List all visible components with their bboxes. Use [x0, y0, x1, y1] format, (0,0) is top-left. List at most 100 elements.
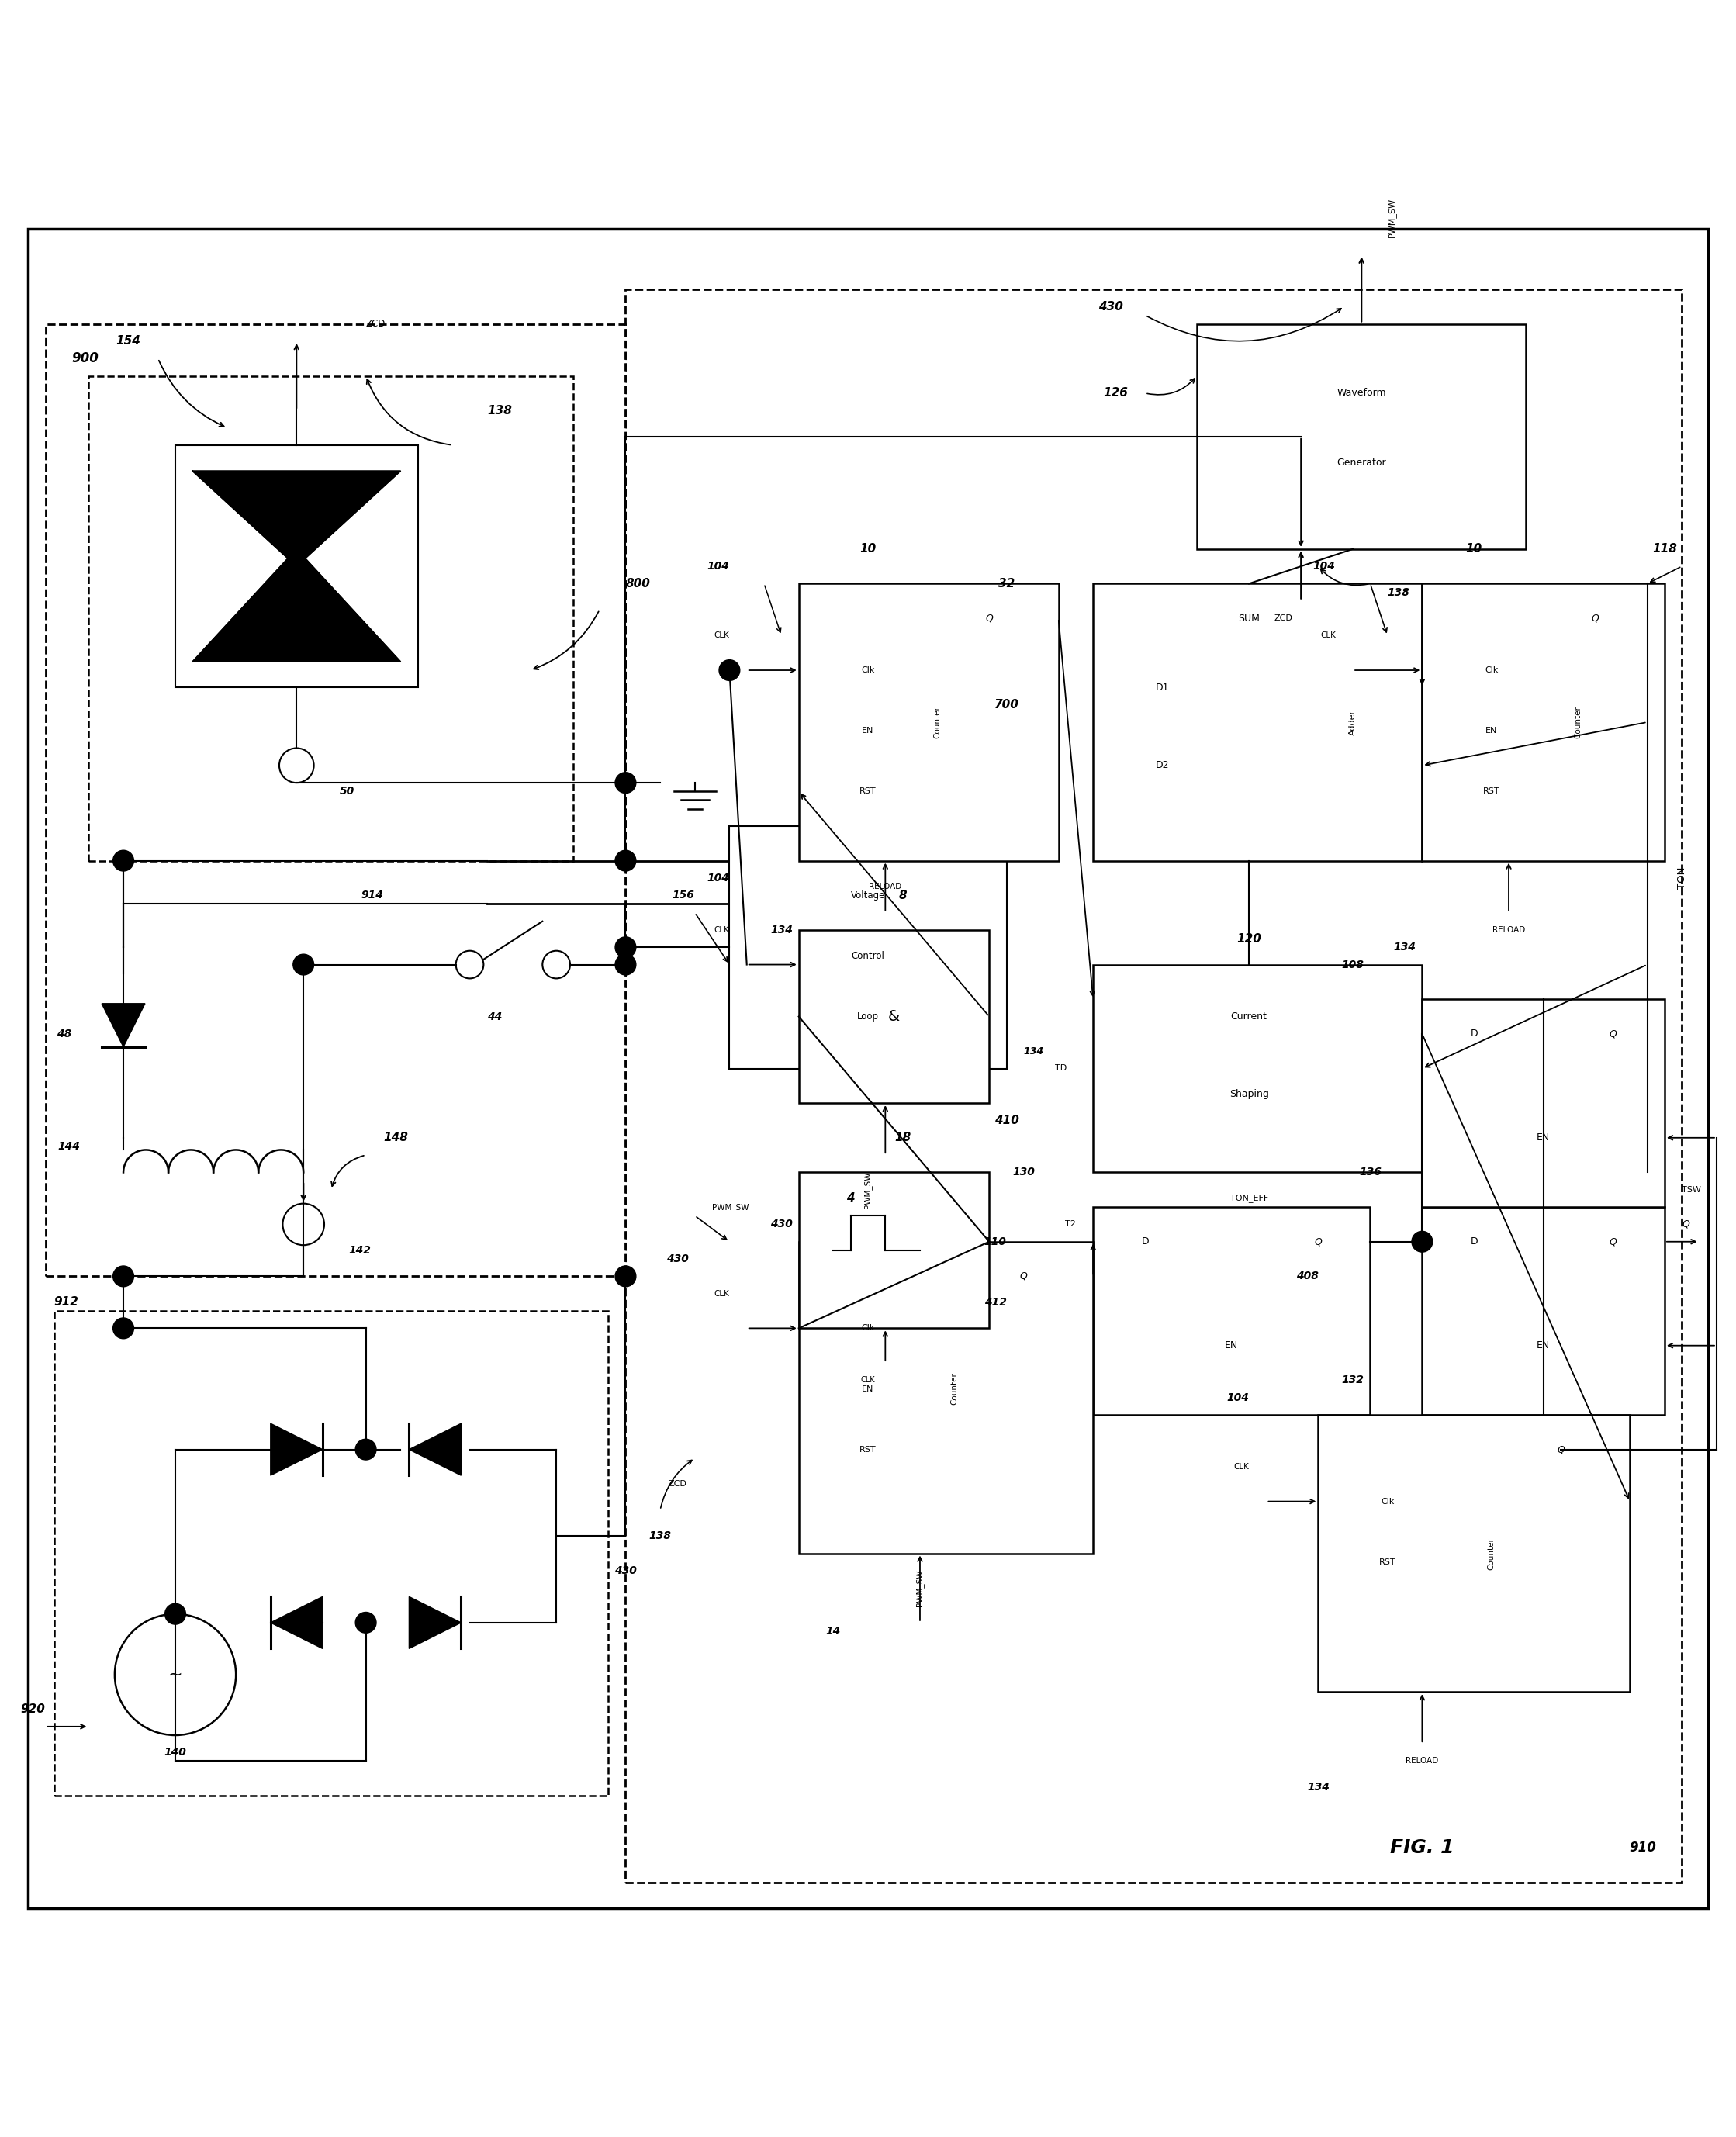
Text: CLK: CLK [713, 633, 729, 639]
Text: 104: 104 [1227, 1391, 1248, 1404]
Text: 700: 700 [995, 699, 1019, 712]
Circle shape [615, 851, 635, 872]
Text: Q: Q [1314, 1237, 1323, 1246]
Text: 48: 48 [57, 1028, 71, 1039]
Text: 18: 18 [894, 1133, 911, 1143]
Bar [1422, 1207, 1665, 1415]
Circle shape [615, 955, 635, 974]
Text: 408: 408 [1295, 1272, 1318, 1282]
Text: CLK: CLK [861, 1376, 875, 1385]
Text: 138: 138 [1387, 588, 1410, 598]
Text: 130: 130 [1012, 1167, 1035, 1177]
Polygon shape [271, 1596, 323, 1648]
Text: 8: 8 [899, 889, 906, 902]
Text: Clk: Clk [861, 1325, 875, 1331]
Text: Q: Q [1557, 1445, 1564, 1455]
Text: RST: RST [859, 789, 877, 795]
Text: T2: T2 [1066, 1220, 1076, 1229]
Text: 154: 154 [116, 336, 141, 346]
Text: ~: ~ [168, 1667, 182, 1682]
Text: Current: Current [1231, 1011, 1267, 1021]
Text: SUM: SUM [1238, 613, 1260, 624]
Text: Waveform: Waveform [1337, 389, 1387, 397]
Circle shape [615, 1265, 635, 1286]
Text: &: & [889, 1009, 899, 1024]
Circle shape [113, 851, 134, 872]
Text: 140: 140 [165, 1748, 186, 1759]
Bar [1422, 1000, 1665, 1207]
Text: 108: 108 [1342, 960, 1364, 970]
Text: 14: 14 [826, 1626, 840, 1637]
Text: 156: 156 [672, 889, 694, 902]
Text: 800: 800 [625, 577, 651, 590]
Text: CLK: CLK [713, 1291, 729, 1297]
Text: 134: 134 [771, 925, 793, 936]
Text: Q: Q [1021, 1272, 1028, 1282]
Bar [729, 827, 1007, 1068]
Text: 914: 914 [361, 889, 384, 902]
Text: RELOAD: RELOAD [1406, 1757, 1439, 1765]
Bar [799, 1173, 990, 1329]
Circle shape [356, 1438, 377, 1460]
Text: Adder: Adder [1349, 709, 1358, 735]
Text: Voltage: Voltage [851, 891, 885, 900]
Text: Generator: Generator [1337, 457, 1387, 468]
Text: ZCD: ZCD [366, 318, 385, 329]
Polygon shape [193, 470, 401, 566]
Text: 138: 138 [488, 404, 512, 417]
Bar [1094, 964, 1422, 1173]
Text: Q: Q [1609, 1028, 1616, 1039]
Text: EN: EN [1536, 1340, 1550, 1351]
Text: CLK: CLK [1234, 1464, 1248, 1470]
Bar [89, 376, 573, 861]
Text: FIG. 1: FIG. 1 [1391, 1838, 1455, 1857]
Text: TD: TD [1055, 1064, 1068, 1073]
Text: Counter: Counter [951, 1372, 958, 1406]
Text: 134: 134 [1307, 1782, 1330, 1793]
Bar [1318, 1415, 1630, 1693]
Text: 900: 900 [71, 353, 99, 365]
Text: 910: 910 [1628, 1840, 1656, 1855]
Text: 118: 118 [1653, 543, 1677, 556]
Text: 412: 412 [984, 1297, 1007, 1308]
Text: PWM_SW: PWM_SW [915, 1569, 924, 1607]
Text: EN: EN [1536, 1133, 1550, 1143]
Polygon shape [410, 1596, 462, 1648]
Text: 10: 10 [859, 543, 877, 556]
Text: 126: 126 [1102, 387, 1128, 400]
Text: Clk: Clk [861, 667, 875, 673]
Bar [1198, 325, 1526, 549]
Text: 138: 138 [649, 1530, 672, 1541]
Text: RELOAD: RELOAD [870, 883, 901, 891]
Text: Clk: Clk [1484, 667, 1498, 673]
Text: 10: 10 [1465, 543, 1483, 556]
Bar [1094, 1207, 1370, 1415]
Text: 410: 410 [995, 1116, 1019, 1126]
Text: 148: 148 [384, 1133, 408, 1143]
Text: 32: 32 [998, 577, 1016, 590]
Text: 50: 50 [340, 786, 354, 797]
Bar [625, 288, 1682, 1883]
Text: 134: 134 [1394, 942, 1417, 953]
Text: D2: D2 [1156, 761, 1168, 771]
Bar [799, 1242, 1094, 1554]
Text: 430: 430 [667, 1254, 689, 1265]
Text: 4: 4 [847, 1192, 854, 1203]
Text: Q: Q [1682, 1220, 1689, 1229]
Bar [799, 930, 990, 1103]
Text: Control: Control [851, 951, 885, 962]
Text: RELOAD: RELOAD [1493, 925, 1526, 934]
Text: Q: Q [986, 613, 993, 624]
Bar [45, 325, 625, 1276]
Text: EN: EN [863, 727, 873, 735]
Text: PWM_SW: PWM_SW [865, 1171, 871, 1207]
Text: D: D [1470, 1237, 1477, 1246]
Circle shape [113, 1265, 134, 1286]
Text: 920: 920 [21, 1703, 45, 1716]
Text: TON_EFF: TON_EFF [1229, 1195, 1267, 1203]
Text: CLK: CLK [713, 925, 729, 934]
Circle shape [113, 1319, 134, 1338]
Text: ZCD: ZCD [1274, 615, 1293, 622]
Text: 430: 430 [615, 1564, 637, 1577]
Text: 120: 120 [1236, 934, 1262, 945]
